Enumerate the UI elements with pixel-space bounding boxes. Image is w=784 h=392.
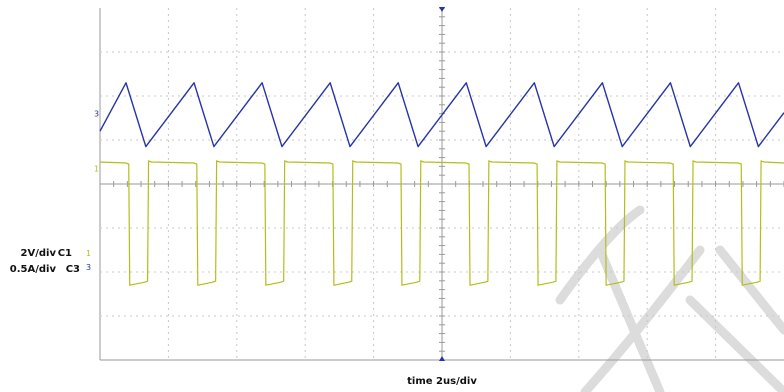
ch1-label: C1 <box>58 248 72 259</box>
ch3-ref-marker: 3 <box>94 110 99 119</box>
ch1-ground-marker: 1 <box>86 249 91 258</box>
ch3-label: C3 <box>66 264 80 275</box>
trigger-marker-top <box>439 7 445 12</box>
watermark-logo <box>555 205 784 392</box>
watermark-stroke <box>715 245 784 335</box>
ch3-scale-label: 0.5A/div <box>10 264 57 275</box>
ch1-ref-marker: 1 <box>94 165 99 174</box>
watermark-stroke <box>555 205 645 305</box>
channel-markers: 3 1 1 3 <box>86 110 99 272</box>
ch3-trace <box>99 82 784 148</box>
traces <box>99 82 784 286</box>
graticule <box>99 7 784 361</box>
watermark-stroke <box>580 245 705 392</box>
ch1-scale-label: 2V/div <box>21 248 57 259</box>
watermark-stroke <box>595 245 665 392</box>
ch3-ground-marker: 3 <box>86 263 91 272</box>
watermark-stroke <box>685 295 784 392</box>
ch1-trace <box>99 160 784 286</box>
time-scale-label: time 2us/div <box>407 376 477 387</box>
trigger-marker-bottom <box>439 356 445 361</box>
